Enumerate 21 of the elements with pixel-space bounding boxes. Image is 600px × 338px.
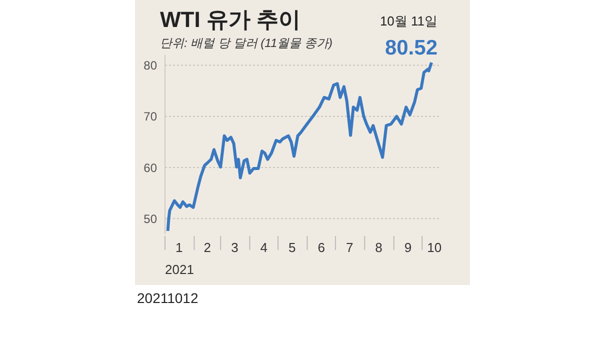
text: 20211012 [137, 290, 198, 306]
x-tick-label: 1 [176, 240, 183, 255]
x-tick-label: 9 [404, 240, 412, 255]
annotation: 80.52 [384, 36, 438, 60]
x-tick-label: 5 [288, 240, 296, 255]
x-tick-label: 4 [260, 240, 268, 255]
x-tick-label: 8 [375, 240, 382, 255]
x-axis-title: 2021 [165, 262, 194, 277]
annotation: 10월 11일 [380, 14, 438, 29]
chart-subtitle: 단위: 배럴 당 달러 (11월물 종가) [160, 35, 332, 52]
y-tick-label: 50 [144, 212, 158, 226]
x-tick-label: 10 [427, 240, 442, 255]
y-tick-label: 80 [144, 58, 158, 72]
x-tick-label: 6 [318, 240, 325, 255]
x-tick-label: 3 [231, 240, 238, 255]
y-tick-label: 60 [144, 160, 158, 175]
chart-title: WTI 유가 추이 [160, 6, 301, 34]
y-tick-label: 70 [144, 110, 158, 124]
line-series [166, 61, 434, 232]
x-tick-label: 7 [346, 240, 354, 255]
x-tick-label: 2 [204, 240, 211, 255]
